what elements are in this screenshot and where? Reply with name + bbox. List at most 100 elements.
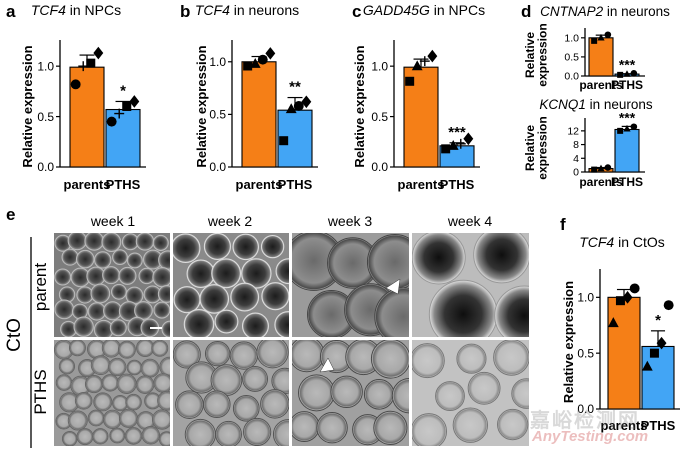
chart-d-top-category-1: PTHS bbox=[611, 78, 643, 92]
organoid bbox=[93, 392, 113, 412]
organoid bbox=[373, 410, 408, 445]
organoid bbox=[374, 287, 409, 337]
organoid bbox=[229, 341, 259, 370]
chart-d-top-point-1-2 bbox=[630, 70, 638, 77]
organoid bbox=[58, 358, 76, 375]
panel-letter-d: d bbox=[521, 2, 531, 21]
chart-c-category-0: parents bbox=[398, 177, 445, 192]
chart-d-top-ytick-label-0: 0.0 bbox=[564, 71, 579, 83]
organoid bbox=[493, 340, 529, 376]
organoid bbox=[101, 233, 122, 253]
organoid bbox=[161, 320, 170, 337]
organoid bbox=[256, 340, 289, 369]
organoid bbox=[203, 390, 231, 419]
organoid bbox=[428, 279, 498, 337]
chart-f-point-0-1 bbox=[615, 296, 625, 306]
organoid bbox=[118, 266, 137, 285]
chart-b-point-0-2 bbox=[257, 54, 268, 65]
week-label-3: week 3 bbox=[327, 213, 373, 229]
chart-c-ytick-label-1: 0.5 bbox=[371, 110, 388, 124]
organoid bbox=[125, 393, 142, 411]
organoid bbox=[292, 411, 320, 443]
organoid bbox=[473, 233, 529, 284]
chart-a-point-1-2 bbox=[122, 102, 132, 111]
chart-f-title-gene: TCF4 bbox=[579, 234, 614, 250]
organoid bbox=[241, 312, 269, 337]
chart-d-top-point-0-0 bbox=[591, 37, 598, 44]
organoid bbox=[141, 425, 161, 445]
chart-b-ytick-label-1: 0.5 bbox=[209, 108, 226, 122]
chart-d-top-ylabel-line2: expression bbox=[535, 23, 549, 86]
organoid bbox=[116, 373, 137, 394]
chart-a-ytick-label-2: 1.0 bbox=[37, 59, 54, 73]
chart-c-point-0-3 bbox=[427, 49, 438, 63]
chart-f-point-0-0 bbox=[607, 317, 619, 328]
week-label-4: week 4 bbox=[447, 213, 493, 229]
chart-c-ylabel: Relative expression bbox=[352, 45, 367, 167]
organoid bbox=[242, 366, 268, 392]
organoid bbox=[241, 258, 272, 289]
organoid bbox=[138, 267, 155, 285]
chart-b-bar-0 bbox=[241, 61, 277, 168]
chart-a-title-rest: in NPCs bbox=[66, 2, 121, 18]
chart-d-top-point-1-1 bbox=[623, 70, 631, 77]
organoid bbox=[274, 311, 289, 337]
chart-d-bottom-point-1-0 bbox=[617, 127, 624, 134]
organoid bbox=[158, 431, 170, 446]
chart-f-point-1-3 bbox=[663, 300, 674, 311]
chart-d-top-title-gene: CNTNAP2 bbox=[540, 4, 604, 19]
chart-b-category-0: parents bbox=[236, 177, 283, 192]
organoid bbox=[292, 340, 325, 373]
chart-d-bottom-point-0-2 bbox=[604, 164, 612, 171]
panel-letter-f: f bbox=[560, 215, 566, 234]
chart-d-top-ytick-label-1: 0.5 bbox=[564, 52, 579, 64]
chart-f-point-1-2 bbox=[656, 336, 667, 350]
organoid bbox=[456, 343, 487, 374]
organoid bbox=[363, 379, 395, 410]
organoid bbox=[467, 371, 501, 405]
chart-d-bottom-category-1: PTHS bbox=[611, 175, 643, 189]
organoid bbox=[199, 284, 230, 314]
organoid bbox=[157, 285, 170, 303]
panel-letter-e: e bbox=[6, 205, 15, 224]
panel-letter-c: c bbox=[352, 2, 361, 21]
organoid bbox=[136, 340, 155, 357]
organoid bbox=[76, 428, 94, 446]
organoid bbox=[494, 285, 529, 337]
chart-b-point-1-3 bbox=[301, 95, 312, 109]
chart-f-category-0: parents bbox=[601, 418, 648, 433]
organoid bbox=[67, 233, 87, 251]
chart-a-significance: * bbox=[120, 82, 126, 99]
organoid bbox=[55, 374, 73, 391]
chart-d-bottom-title-rest: in neurons bbox=[586, 97, 653, 112]
chart-c-significance: *** bbox=[448, 124, 466, 141]
chart-d-bottom-ytick-label-1: 4 bbox=[573, 153, 579, 165]
chart-a-point-0-2 bbox=[86, 58, 96, 68]
chart-d-top-ylabel-line1: Relative bbox=[523, 32, 537, 78]
chart-b-ylabel: Relative expression bbox=[194, 45, 209, 167]
organoid bbox=[173, 233, 201, 264]
chart-f-ytick-label-0: 0.0 bbox=[577, 402, 594, 416]
chart-f-title-rest: in CtOs bbox=[614, 234, 665, 250]
chart-b-point-0-3 bbox=[265, 47, 276, 60]
chart-f-category-1: PTHS bbox=[641, 418, 676, 433]
chart-d-top-significance: *** bbox=[619, 57, 636, 73]
chart-b-significance: ** bbox=[289, 79, 301, 96]
chart-d-bottom-title: KCNQ1 in neurons bbox=[539, 97, 653, 112]
organoid bbox=[243, 417, 272, 446]
organoid bbox=[186, 259, 216, 288]
organoid bbox=[68, 340, 86, 357]
organoid bbox=[135, 375, 155, 394]
chart-c-title: GADD45G in NPCs bbox=[363, 2, 485, 18]
organoid bbox=[370, 340, 409, 379]
chart-c-category-1: PTHS bbox=[440, 177, 475, 192]
chart-b-title: TCF4 in neurons bbox=[195, 2, 299, 18]
chart-b: TCF4 in neurons Relative expression 0.0 0.5… bbox=[194, 2, 318, 192]
organoid bbox=[203, 233, 231, 260]
chart-a-category-1: PTHS bbox=[106, 177, 141, 192]
organoid bbox=[511, 378, 529, 409]
chart-d-top-point-0-1 bbox=[597, 33, 605, 41]
